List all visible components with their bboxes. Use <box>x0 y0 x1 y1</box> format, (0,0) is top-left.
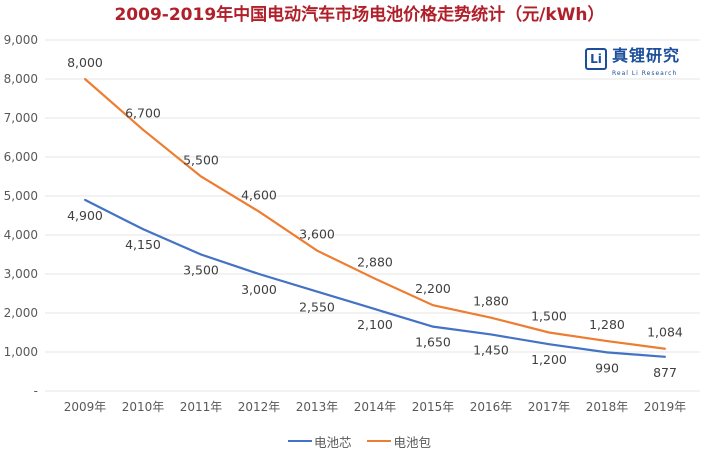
x-tick-label: 2017年 <box>528 400 571 414</box>
data-label: 1,650 <box>415 335 451 350</box>
data-point <box>316 249 318 252</box>
data-point <box>490 333 492 336</box>
data-label: 8,000 <box>67 55 103 70</box>
data-point <box>374 308 376 311</box>
y-tick-label: 4,000 <box>4 228 38 242</box>
x-tick-label: 2013年 <box>296 400 339 414</box>
y-tick-label: 6,000 <box>4 150 38 164</box>
data-point <box>548 343 550 346</box>
data-label: 3,600 <box>299 227 335 242</box>
y-tick-label: 5,000 <box>4 189 38 203</box>
data-point <box>142 228 144 231</box>
y-tick-label: - <box>34 384 38 398</box>
data-point <box>200 253 202 256</box>
data-label: 2,200 <box>415 281 451 296</box>
y-tick-label: 1,000 <box>4 345 38 359</box>
data-point <box>200 175 202 178</box>
data-label: 4,150 <box>125 237 161 252</box>
chart-title: 2009-2019年中国电动汽车市场电池价格走势统计（元/kWh） <box>114 5 605 25</box>
data-point <box>258 273 260 275</box>
data-point <box>84 78 86 80</box>
legend-item-cell: 电池芯 <box>287 432 352 451</box>
data-point <box>606 340 608 343</box>
logo-text: 真锂研究 <box>612 46 681 65</box>
data-point <box>258 210 260 213</box>
data-label: 1,450 <box>473 342 509 357</box>
data-label: 990 <box>595 360 619 375</box>
data-label: 4,900 <box>67 208 103 223</box>
x-tick-label: 2010年 <box>122 400 165 414</box>
x-tick-label: 2011年 <box>180 400 223 414</box>
data-point <box>142 128 144 131</box>
y-tick-label: 8,000 <box>4 72 38 86</box>
data-point <box>664 355 666 358</box>
data-point <box>84 198 86 201</box>
data-label: 3,500 <box>183 263 219 278</box>
logo-mark: Li <box>585 48 607 70</box>
y-tick-label: 7,000 <box>4 111 38 125</box>
data-label: 3,000 <box>241 282 277 297</box>
data-point <box>316 290 318 293</box>
y-tick-label: 2,000 <box>4 306 38 320</box>
data-label: 6,700 <box>125 106 161 121</box>
data-point <box>606 351 608 354</box>
data-label: 877 <box>653 365 677 380</box>
legend-label: 电池包 <box>393 434 431 450</box>
x-tick-label: 2019年 <box>644 400 687 414</box>
legend-label: 电池芯 <box>313 434 352 450</box>
x-tick-label: 2018年 <box>586 400 629 414</box>
x-tick-label: 2012年 <box>238 400 281 414</box>
y-tick-label: 3,000 <box>4 267 38 281</box>
logo: Li 真锂研究 Real Li Research <box>585 46 703 80</box>
data-point <box>548 331 550 334</box>
data-point <box>432 304 434 307</box>
legend-swatch <box>367 440 392 442</box>
legend: 电池芯 电池包 <box>0 430 719 451</box>
data-label: 5,500 <box>183 153 219 168</box>
legend-swatch <box>287 440 312 442</box>
legend-item-pack: 电池包 <box>367 432 431 451</box>
data-label: 1,880 <box>473 294 509 309</box>
data-point <box>664 347 666 350</box>
data-label: 2,880 <box>357 255 393 270</box>
data-point <box>490 316 492 319</box>
data-point <box>374 277 376 280</box>
data-label: 4,600 <box>241 188 277 203</box>
data-label: 1,500 <box>531 309 567 324</box>
y-tick-label: 9,000 <box>4 33 38 47</box>
x-tick-label: 2014年 <box>354 400 397 414</box>
data-point <box>432 325 434 328</box>
logo-subtext: Real Li Research <box>612 70 678 77</box>
data-label: 2,100 <box>357 317 393 332</box>
x-tick-label: 2009年 <box>64 400 107 414</box>
x-tick-label: 2016年 <box>470 400 513 414</box>
data-label: 2,550 <box>299 300 335 315</box>
data-label: 1,280 <box>589 317 625 332</box>
data-label: 1,200 <box>531 352 567 367</box>
data-label: 1,084 <box>647 325 683 340</box>
x-tick-label: 2015年 <box>412 400 455 414</box>
